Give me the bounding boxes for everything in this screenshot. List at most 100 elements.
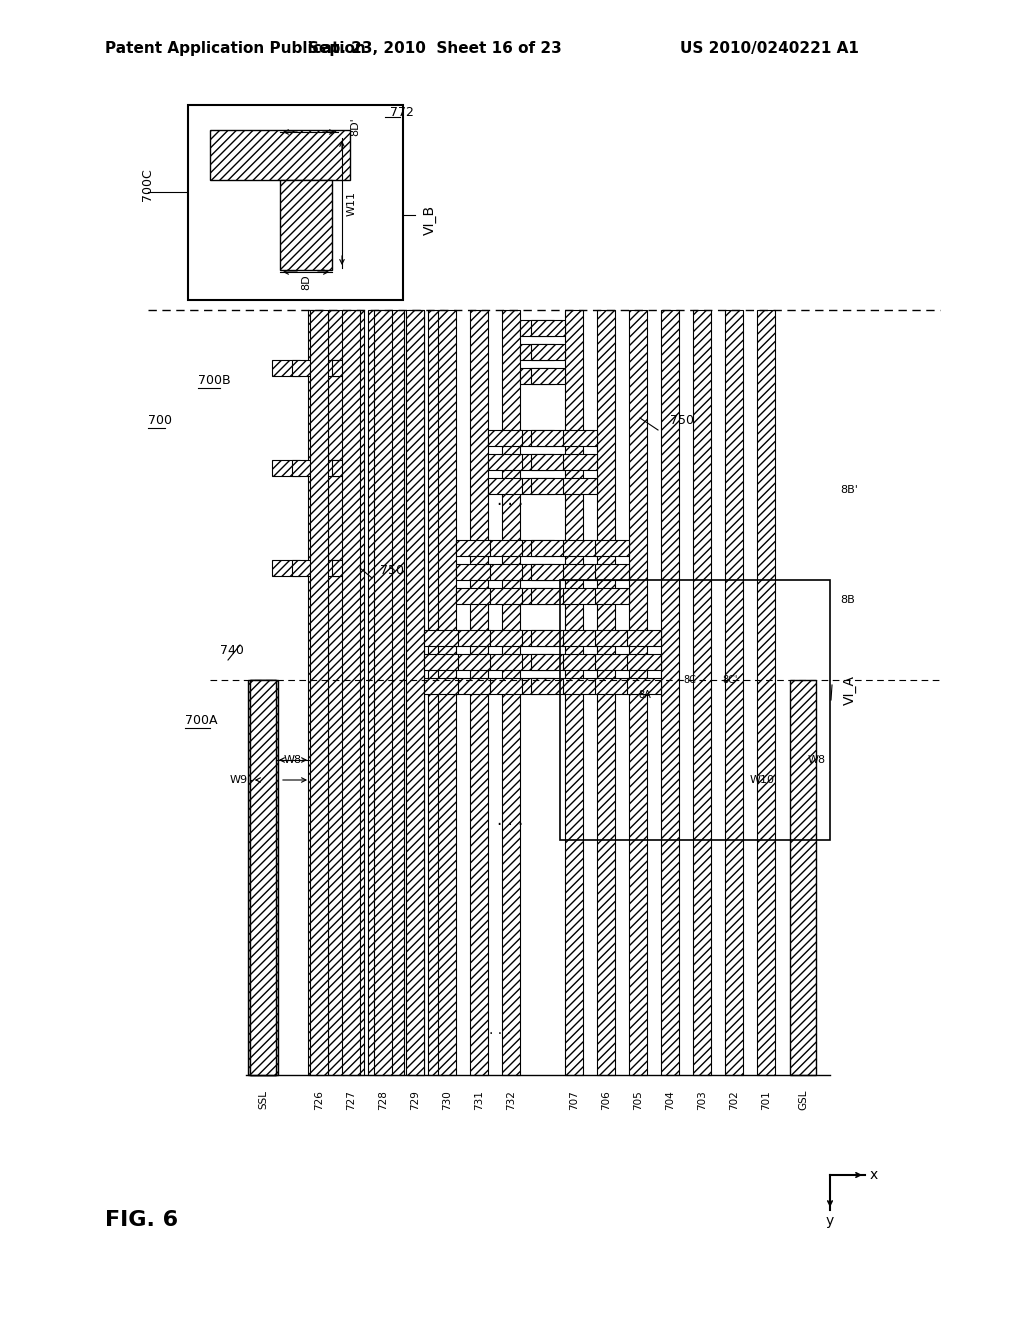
Text: 740: 740 — [220, 644, 244, 656]
Bar — [456, 587, 490, 605]
Bar — [629, 310, 647, 1074]
Bar — [560, 579, 830, 840]
Bar — [210, 129, 350, 180]
Bar — [520, 678, 554, 694]
Text: y: y — [826, 1214, 835, 1228]
Bar — [725, 310, 743, 1074]
Bar — [456, 678, 490, 694]
Text: 8D: 8D — [301, 275, 311, 290]
Bar — [563, 454, 597, 470]
Bar — [531, 564, 565, 579]
Bar — [520, 368, 554, 384]
Bar — [292, 360, 319, 376]
Text: 701: 701 — [761, 1090, 771, 1110]
Bar — [595, 540, 629, 556]
Bar — [348, 310, 364, 1074]
Bar — [488, 653, 522, 671]
Text: 732: 732 — [506, 1090, 516, 1110]
Text: 727: 727 — [346, 1090, 356, 1110]
Bar — [531, 540, 565, 556]
Bar — [563, 430, 597, 446]
Bar — [531, 478, 565, 494]
Bar — [388, 310, 404, 1074]
Text: W8: W8 — [284, 755, 302, 766]
Text: 730: 730 — [442, 1090, 452, 1110]
Text: 8B: 8B — [840, 595, 855, 605]
Text: VI_A: VI_A — [843, 675, 857, 705]
Text: 700C: 700C — [141, 169, 155, 202]
Text: W9: W9 — [229, 775, 248, 785]
Bar — [502, 310, 520, 1074]
Bar — [310, 310, 328, 1074]
Text: 706: 706 — [601, 1090, 611, 1110]
Text: SSL: SSL — [258, 1090, 268, 1109]
Bar — [693, 310, 711, 1074]
Text: 703: 703 — [697, 1090, 707, 1110]
Bar — [531, 454, 565, 470]
Text: 700: 700 — [148, 413, 172, 426]
Bar — [312, 459, 340, 477]
Bar — [332, 360, 360, 376]
Bar — [520, 319, 554, 337]
Bar — [488, 630, 522, 645]
Text: US 2010/0240221 A1: US 2010/0240221 A1 — [680, 41, 859, 55]
Bar — [272, 360, 300, 376]
Bar — [406, 310, 424, 1074]
Bar — [531, 368, 565, 384]
Bar — [424, 653, 458, 671]
Text: FIG. 6: FIG. 6 — [105, 1210, 178, 1230]
Bar — [272, 459, 300, 477]
Text: W11: W11 — [347, 190, 357, 215]
Text: 702: 702 — [729, 1090, 739, 1110]
Bar — [531, 653, 565, 671]
Bar — [790, 680, 816, 1074]
Bar — [520, 478, 554, 494]
Bar — [531, 319, 565, 337]
Text: . . .: . . . — [489, 1023, 511, 1038]
Bar — [488, 430, 522, 446]
Bar — [280, 180, 332, 271]
Bar — [520, 430, 554, 446]
Bar — [488, 478, 522, 494]
Text: W8: W8 — [808, 755, 826, 766]
Text: 700B: 700B — [198, 374, 230, 387]
Bar — [595, 653, 629, 671]
Text: 8B': 8B' — [840, 484, 858, 495]
Bar — [250, 680, 276, 1074]
Bar — [563, 653, 597, 671]
Bar — [565, 310, 583, 1074]
Bar — [520, 587, 554, 605]
Bar — [312, 560, 340, 576]
Text: 707: 707 — [569, 1090, 579, 1110]
Bar — [662, 310, 679, 1074]
Bar — [488, 454, 522, 470]
Bar — [488, 540, 522, 556]
Bar — [250, 680, 276, 1074]
Bar — [456, 564, 490, 579]
Bar — [328, 310, 344, 1074]
Bar — [248, 310, 748, 1074]
Bar — [272, 560, 300, 576]
Text: 750: 750 — [380, 564, 404, 577]
Text: 726: 726 — [314, 1090, 324, 1110]
Bar — [188, 106, 403, 300]
Bar — [332, 459, 360, 477]
Text: 705: 705 — [633, 1090, 643, 1110]
Bar — [456, 630, 490, 645]
Bar — [531, 678, 565, 694]
Bar — [368, 310, 384, 1074]
Text: 8C: 8C — [684, 675, 696, 685]
Bar — [627, 653, 662, 671]
Text: Sep. 23, 2010  Sheet 16 of 23: Sep. 23, 2010 Sheet 16 of 23 — [308, 41, 562, 55]
Bar — [520, 630, 554, 645]
Bar — [456, 540, 490, 556]
Text: Patent Application Publication: Patent Application Publication — [105, 41, 366, 55]
Bar — [520, 564, 554, 579]
Bar — [312, 360, 340, 376]
Text: . . .: . . . — [497, 491, 523, 510]
Text: 8A: 8A — [639, 690, 651, 700]
Bar — [428, 310, 444, 1074]
Bar — [757, 310, 775, 1074]
Text: 8D': 8D' — [350, 117, 360, 136]
Bar — [627, 630, 662, 645]
